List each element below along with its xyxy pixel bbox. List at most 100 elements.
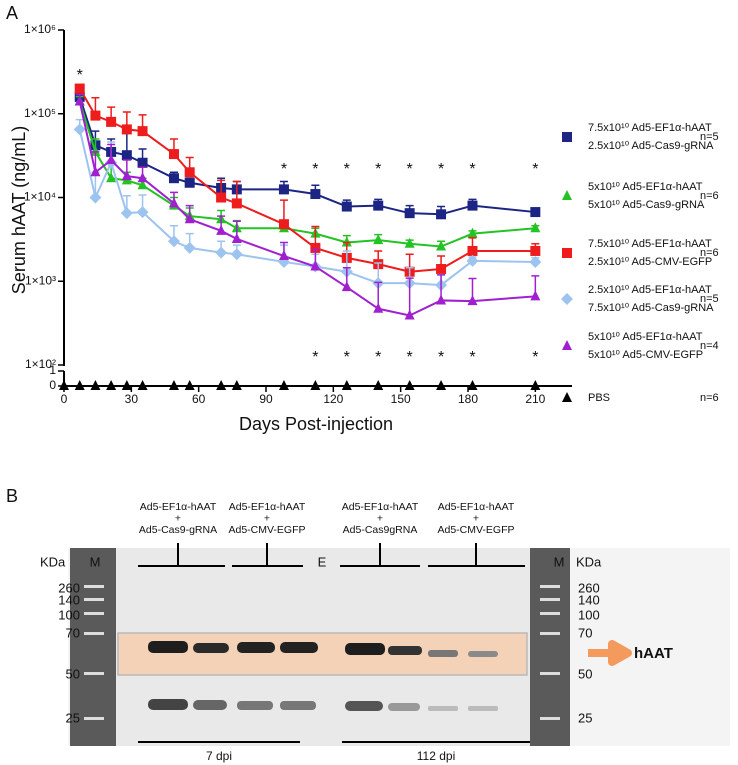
- timepoint-label: 112 dpi: [417, 749, 455, 763]
- marker: [59, 380, 69, 390]
- group-label: Ad5-CMV-EGFP: [228, 524, 305, 536]
- marker: [373, 380, 384, 390]
- series-line: [78, 101, 536, 248]
- marker: [231, 380, 242, 390]
- marker: [216, 380, 227, 390]
- marker: [278, 219, 289, 230]
- marker: [436, 264, 447, 275]
- marker: [230, 248, 243, 261]
- marker: [373, 302, 384, 313]
- marker: [106, 116, 117, 127]
- marker: [341, 380, 352, 390]
- marker: [373, 234, 384, 245]
- significance-star: *: [375, 349, 381, 366]
- marker: [136, 206, 149, 219]
- significance-star: *: [469, 349, 475, 366]
- significance-star: *: [344, 161, 350, 178]
- marker: [73, 123, 86, 136]
- marker-size: 260: [578, 580, 600, 595]
- marker: [106, 154, 117, 165]
- marker: [231, 232, 242, 243]
- x-tick-label: 150: [391, 392, 411, 406]
- significance-star: *: [407, 349, 413, 366]
- marker: [404, 380, 415, 390]
- marker: [184, 380, 195, 390]
- empty-lane-label: E: [318, 554, 327, 569]
- significance-star: *: [344, 349, 350, 366]
- group-label: +: [377, 512, 383, 524]
- legend-label: 7.5x10¹⁰ Ad5-EF1α-hAAT 2.5x10¹⁰ Ad5-Cas9-…: [588, 122, 714, 152]
- marker: [277, 255, 290, 268]
- group-label: +: [264, 512, 270, 524]
- marker: [341, 236, 352, 247]
- panel-label: A: [6, 3, 18, 23]
- marker: [215, 246, 228, 259]
- significance-star: *: [312, 161, 318, 178]
- y-tick-label: 1×10⁴: [24, 190, 56, 204]
- marker: [467, 295, 478, 306]
- group-label: Ad5-Cas9-gRNA: [139, 524, 217, 536]
- marker: [404, 309, 415, 320]
- error-bar: [405, 277, 414, 316]
- series-line: [78, 101, 536, 317]
- marker: [137, 172, 148, 183]
- marker: [310, 380, 321, 390]
- group-label: Ad5-EF1α-hAAT: [229, 501, 306, 513]
- marker-size: 140: [58, 592, 80, 607]
- marker: [278, 250, 289, 261]
- significance-star: *: [438, 161, 444, 178]
- marker: [436, 294, 447, 305]
- group-label: Ad5-EF1α-hAAT: [438, 501, 515, 513]
- significance-star: *: [77, 67, 83, 84]
- marker: [436, 380, 447, 390]
- lower-bands: [148, 699, 498, 711]
- significance-star: *: [532, 349, 538, 366]
- blot: [68, 548, 730, 746]
- marker: [466, 254, 479, 267]
- marker: [106, 380, 117, 390]
- marker: [467, 200, 478, 211]
- marker: [89, 191, 102, 204]
- group-label: +: [473, 512, 479, 524]
- marker: [168, 380, 179, 390]
- marker: [168, 197, 179, 208]
- marker-unit: KDa: [40, 554, 66, 569]
- marker: [231, 198, 242, 209]
- legend-label: PBS: [588, 392, 610, 404]
- marker: [561, 293, 573, 305]
- marker: [436, 240, 447, 251]
- group-label: Ad5-EF1α-hAAT: [140, 501, 217, 513]
- x-tick-label: 60: [192, 392, 206, 406]
- significance-star: *: [469, 161, 475, 178]
- marker: [121, 150, 132, 161]
- marker: [562, 340, 572, 350]
- marker: [467, 227, 478, 238]
- y-axis-label: Serum hAAT (ng/mL): [9, 126, 29, 294]
- marker: [373, 200, 384, 211]
- legend-n: n=5: [700, 293, 719, 305]
- marker: [120, 207, 133, 220]
- x-tick-label: 30: [125, 392, 139, 406]
- marker-lane-label: M: [554, 554, 565, 569]
- marker: [310, 260, 321, 271]
- marker: [167, 235, 180, 248]
- marker: [90, 166, 101, 177]
- x-tick-label: 90: [259, 392, 273, 406]
- marker-size: 140: [578, 592, 600, 607]
- y-tick-label: 1×10³: [25, 273, 56, 287]
- y-tick-label: 1: [49, 363, 56, 377]
- hAAT-bands: [148, 641, 498, 657]
- marker-size: 70: [578, 625, 592, 640]
- marker-size: 100: [578, 607, 600, 622]
- significance-star: *: [312, 349, 318, 366]
- marker: [278, 380, 289, 390]
- marker: [121, 170, 132, 181]
- marker: [530, 380, 541, 390]
- group-label: Ad5-CMV-EGFP: [437, 524, 514, 536]
- marker: [530, 222, 541, 233]
- significance-star: *: [532, 161, 538, 178]
- legend-label: 2.5x10¹⁰ Ad5-EF1α-hAAT 7.5x10¹⁰ Ad5-Cas9-…: [588, 284, 714, 314]
- y-tick-label: 1×10²: [25, 357, 56, 371]
- significance-star: *: [407, 161, 413, 178]
- marker: [562, 392, 572, 402]
